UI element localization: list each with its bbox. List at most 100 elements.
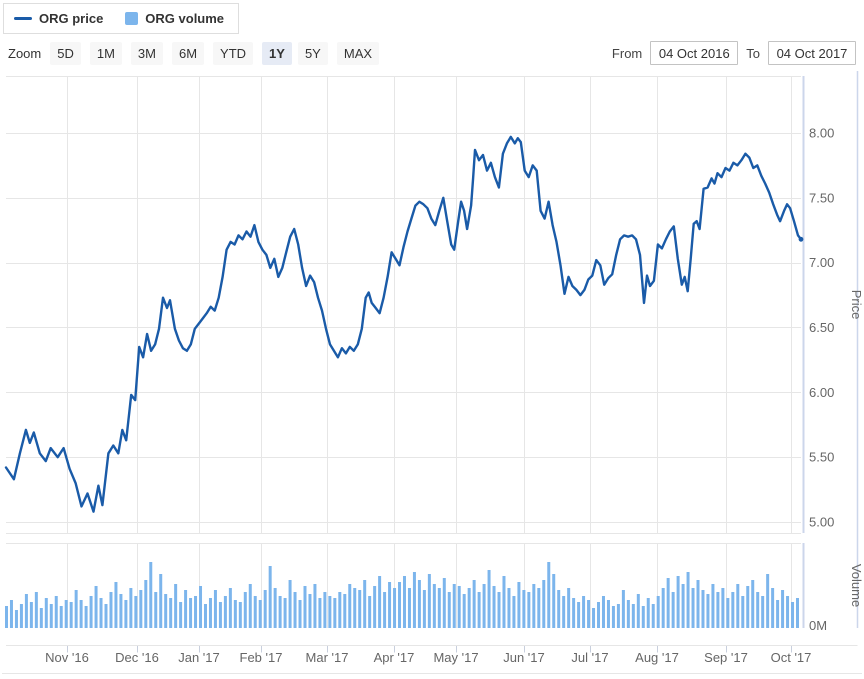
range-button-5y[interactable]: 5Y [297, 41, 328, 65]
volume-bar[interactable] [54, 596, 58, 628]
volume-bar[interactable] [796, 598, 799, 628]
volume-bar[interactable] [587, 600, 591, 628]
volume-bar[interactable] [492, 586, 496, 628]
volume-bar[interactable] [348, 584, 352, 628]
volume-bar[interactable] [69, 602, 73, 628]
volume-bar[interactable] [174, 584, 178, 628]
volume-bar[interactable] [9, 600, 13, 628]
volume-bar[interactable] [696, 580, 700, 628]
volume-bar[interactable] [124, 600, 128, 628]
volume-bar[interactable] [373, 586, 377, 628]
volume-bar[interactable] [577, 602, 581, 628]
volume-bar[interactable] [238, 602, 242, 628]
volume-bar[interactable] [472, 580, 476, 628]
volume-bar[interactable] [487, 570, 491, 628]
volume-bar[interactable] [109, 592, 113, 628]
volume-bar[interactable] [84, 606, 88, 628]
volume-bar[interactable] [527, 592, 531, 628]
volume-bar[interactable] [29, 602, 33, 628]
volume-bar[interactable] [228, 588, 232, 628]
volume-bar[interactable] [114, 582, 118, 628]
volume-bar[interactable] [626, 600, 630, 628]
volume-bar[interactable] [532, 584, 536, 628]
volume-bar[interactable] [208, 598, 212, 628]
volume-bar[interactable] [248, 584, 252, 628]
volume-bar[interactable] [44, 598, 48, 628]
volume-bar[interactable] [59, 606, 63, 628]
volume-bar[interactable] [666, 578, 670, 628]
volume-bar[interactable] [731, 592, 735, 628]
volume-bar[interactable] [606, 600, 610, 628]
volume-bar[interactable] [283, 598, 287, 628]
volume-bar[interactable] [49, 604, 53, 628]
volume-bar[interactable] [288, 580, 292, 628]
volume-bar[interactable] [701, 590, 705, 628]
volume-bar[interactable] [34, 592, 38, 628]
volume-bar[interactable] [746, 586, 750, 628]
volume-bar[interactable] [616, 604, 620, 628]
volume-bar[interactable] [159, 574, 163, 628]
price-line-series[interactable] [4, 135, 803, 513]
volume-bar[interactable] [358, 590, 362, 628]
volume-bar[interactable] [542, 580, 546, 628]
volume-bar[interactable] [233, 600, 237, 628]
volume-bar[interactable] [164, 594, 168, 628]
volume-bar[interactable] [353, 588, 357, 628]
volume-bar[interactable] [412, 572, 416, 628]
volume-bar[interactable] [611, 606, 615, 628]
volume-bar[interactable] [711, 584, 715, 628]
volume-bar[interactable] [393, 588, 397, 628]
volume-bar[interactable] [572, 598, 576, 628]
volume-bar[interactable] [676, 576, 680, 628]
legend-item-price[interactable]: ORG price [39, 11, 104, 26]
volume-bar[interactable] [253, 596, 257, 628]
volume-bar[interactable] [94, 586, 98, 628]
volume-bar[interactable] [363, 580, 367, 628]
volume-bar[interactable] [517, 582, 521, 628]
volume-bar[interactable] [537, 588, 541, 628]
volume-bar[interactable] [24, 594, 28, 628]
volume-bar[interactable] [781, 590, 785, 628]
volume-bar[interactable] [686, 572, 690, 628]
volume-bar[interactable] [756, 592, 760, 628]
volume-bar[interactable] [333, 598, 337, 628]
volume-bar[interactable] [512, 596, 516, 628]
range-button-1m[interactable]: 1M [89, 41, 122, 65]
volume-bar[interactable] [427, 574, 431, 628]
volume-bar[interactable] [194, 596, 198, 628]
from-date-input[interactable] [650, 41, 739, 65]
volume-bar[interactable] [631, 604, 635, 628]
volume-bar[interactable] [119, 594, 123, 628]
volume-bar[interactable] [19, 604, 23, 628]
volume-bar[interactable] [74, 590, 78, 628]
volume-bar[interactable] [741, 596, 745, 628]
volume-bar[interactable] [656, 596, 660, 628]
volume-bar[interactable] [467, 588, 471, 628]
volume-bar[interactable] [368, 596, 372, 628]
volume-bar[interactable] [328, 596, 332, 628]
volume-bar[interactable] [388, 582, 392, 628]
volume-bar[interactable] [751, 580, 755, 628]
volume-bar[interactable] [497, 592, 501, 628]
volume-bar[interactable] [5, 606, 8, 628]
volume-bar[interactable] [134, 596, 138, 628]
volume-bar[interactable] [437, 588, 441, 628]
volume-bar[interactable] [223, 596, 227, 628]
volume-bar[interactable] [203, 604, 207, 628]
volume-bar[interactable] [601, 596, 605, 628]
volume-bar[interactable] [766, 574, 770, 628]
range-button-5d[interactable]: 5D [50, 41, 81, 65]
volume-bar[interactable] [786, 596, 790, 628]
volume-bar[interactable] [582, 596, 586, 628]
volume-bar[interactable] [378, 576, 382, 628]
legend-item-volume[interactable]: ORG volume [145, 11, 225, 26]
volume-bar[interactable] [104, 604, 108, 628]
volume-bar[interactable] [184, 590, 188, 628]
volume-bar[interactable] [442, 578, 446, 628]
volume-bar[interactable] [671, 592, 675, 628]
volume-bar[interactable] [557, 590, 561, 628]
volume-bar[interactable] [721, 588, 725, 628]
volume-bar[interactable] [258, 600, 262, 628]
volume-bar[interactable] [169, 598, 173, 628]
volume-bar[interactable] [243, 592, 247, 628]
